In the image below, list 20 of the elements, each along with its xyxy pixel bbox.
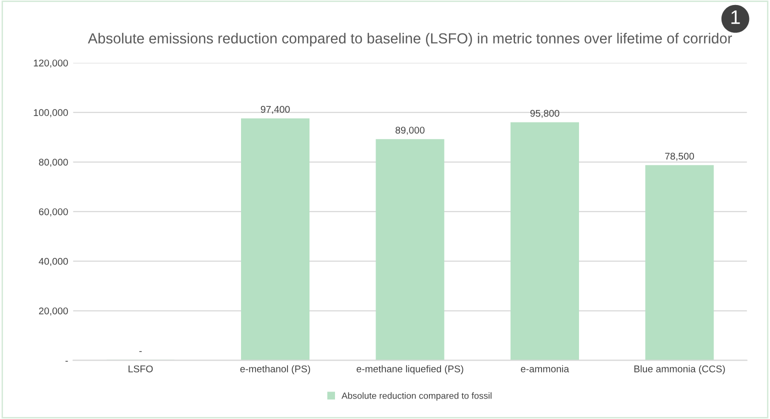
x-tick-label: LSFO — [128, 365, 153, 372]
text: 89,000 — [396, 126, 425, 135]
y-tick-label: 120,000 — [34, 60, 68, 68]
text: 95,800 — [530, 110, 560, 118]
y-tick-label: - — [65, 360, 68, 362]
y-tick-label: 100,000 — [34, 109, 68, 118]
chart-title: Absolute emissions reduction compared to baseline (LSFO) in metric tonnes over lifetime of corridor — [88, 32, 732, 46]
x-tick-label: Blue ammonia (CCS) — [634, 365, 725, 374]
y-tick-label: 60,000 — [39, 208, 68, 216]
y-tick-label: 80,000 — [38, 158, 68, 167]
text: - — [139, 351, 142, 352]
text: 78,500 — [665, 152, 694, 161]
text: 97,400 — [260, 106, 290, 114]
x-tick-label: e-methane liquefied (PS) — [356, 365, 464, 374]
y-tick-label: 20,000 — [39, 307, 68, 316]
text: 1 — [731, 10, 740, 24]
y-tick-label: 40,000 — [38, 258, 68, 266]
x-tick-label: e-methanol (PS) — [240, 365, 310, 374]
legend-label: Absolute reduction compared to fossil — [342, 392, 492, 401]
x-tick-label: e-ammonia — [520, 365, 570, 372]
